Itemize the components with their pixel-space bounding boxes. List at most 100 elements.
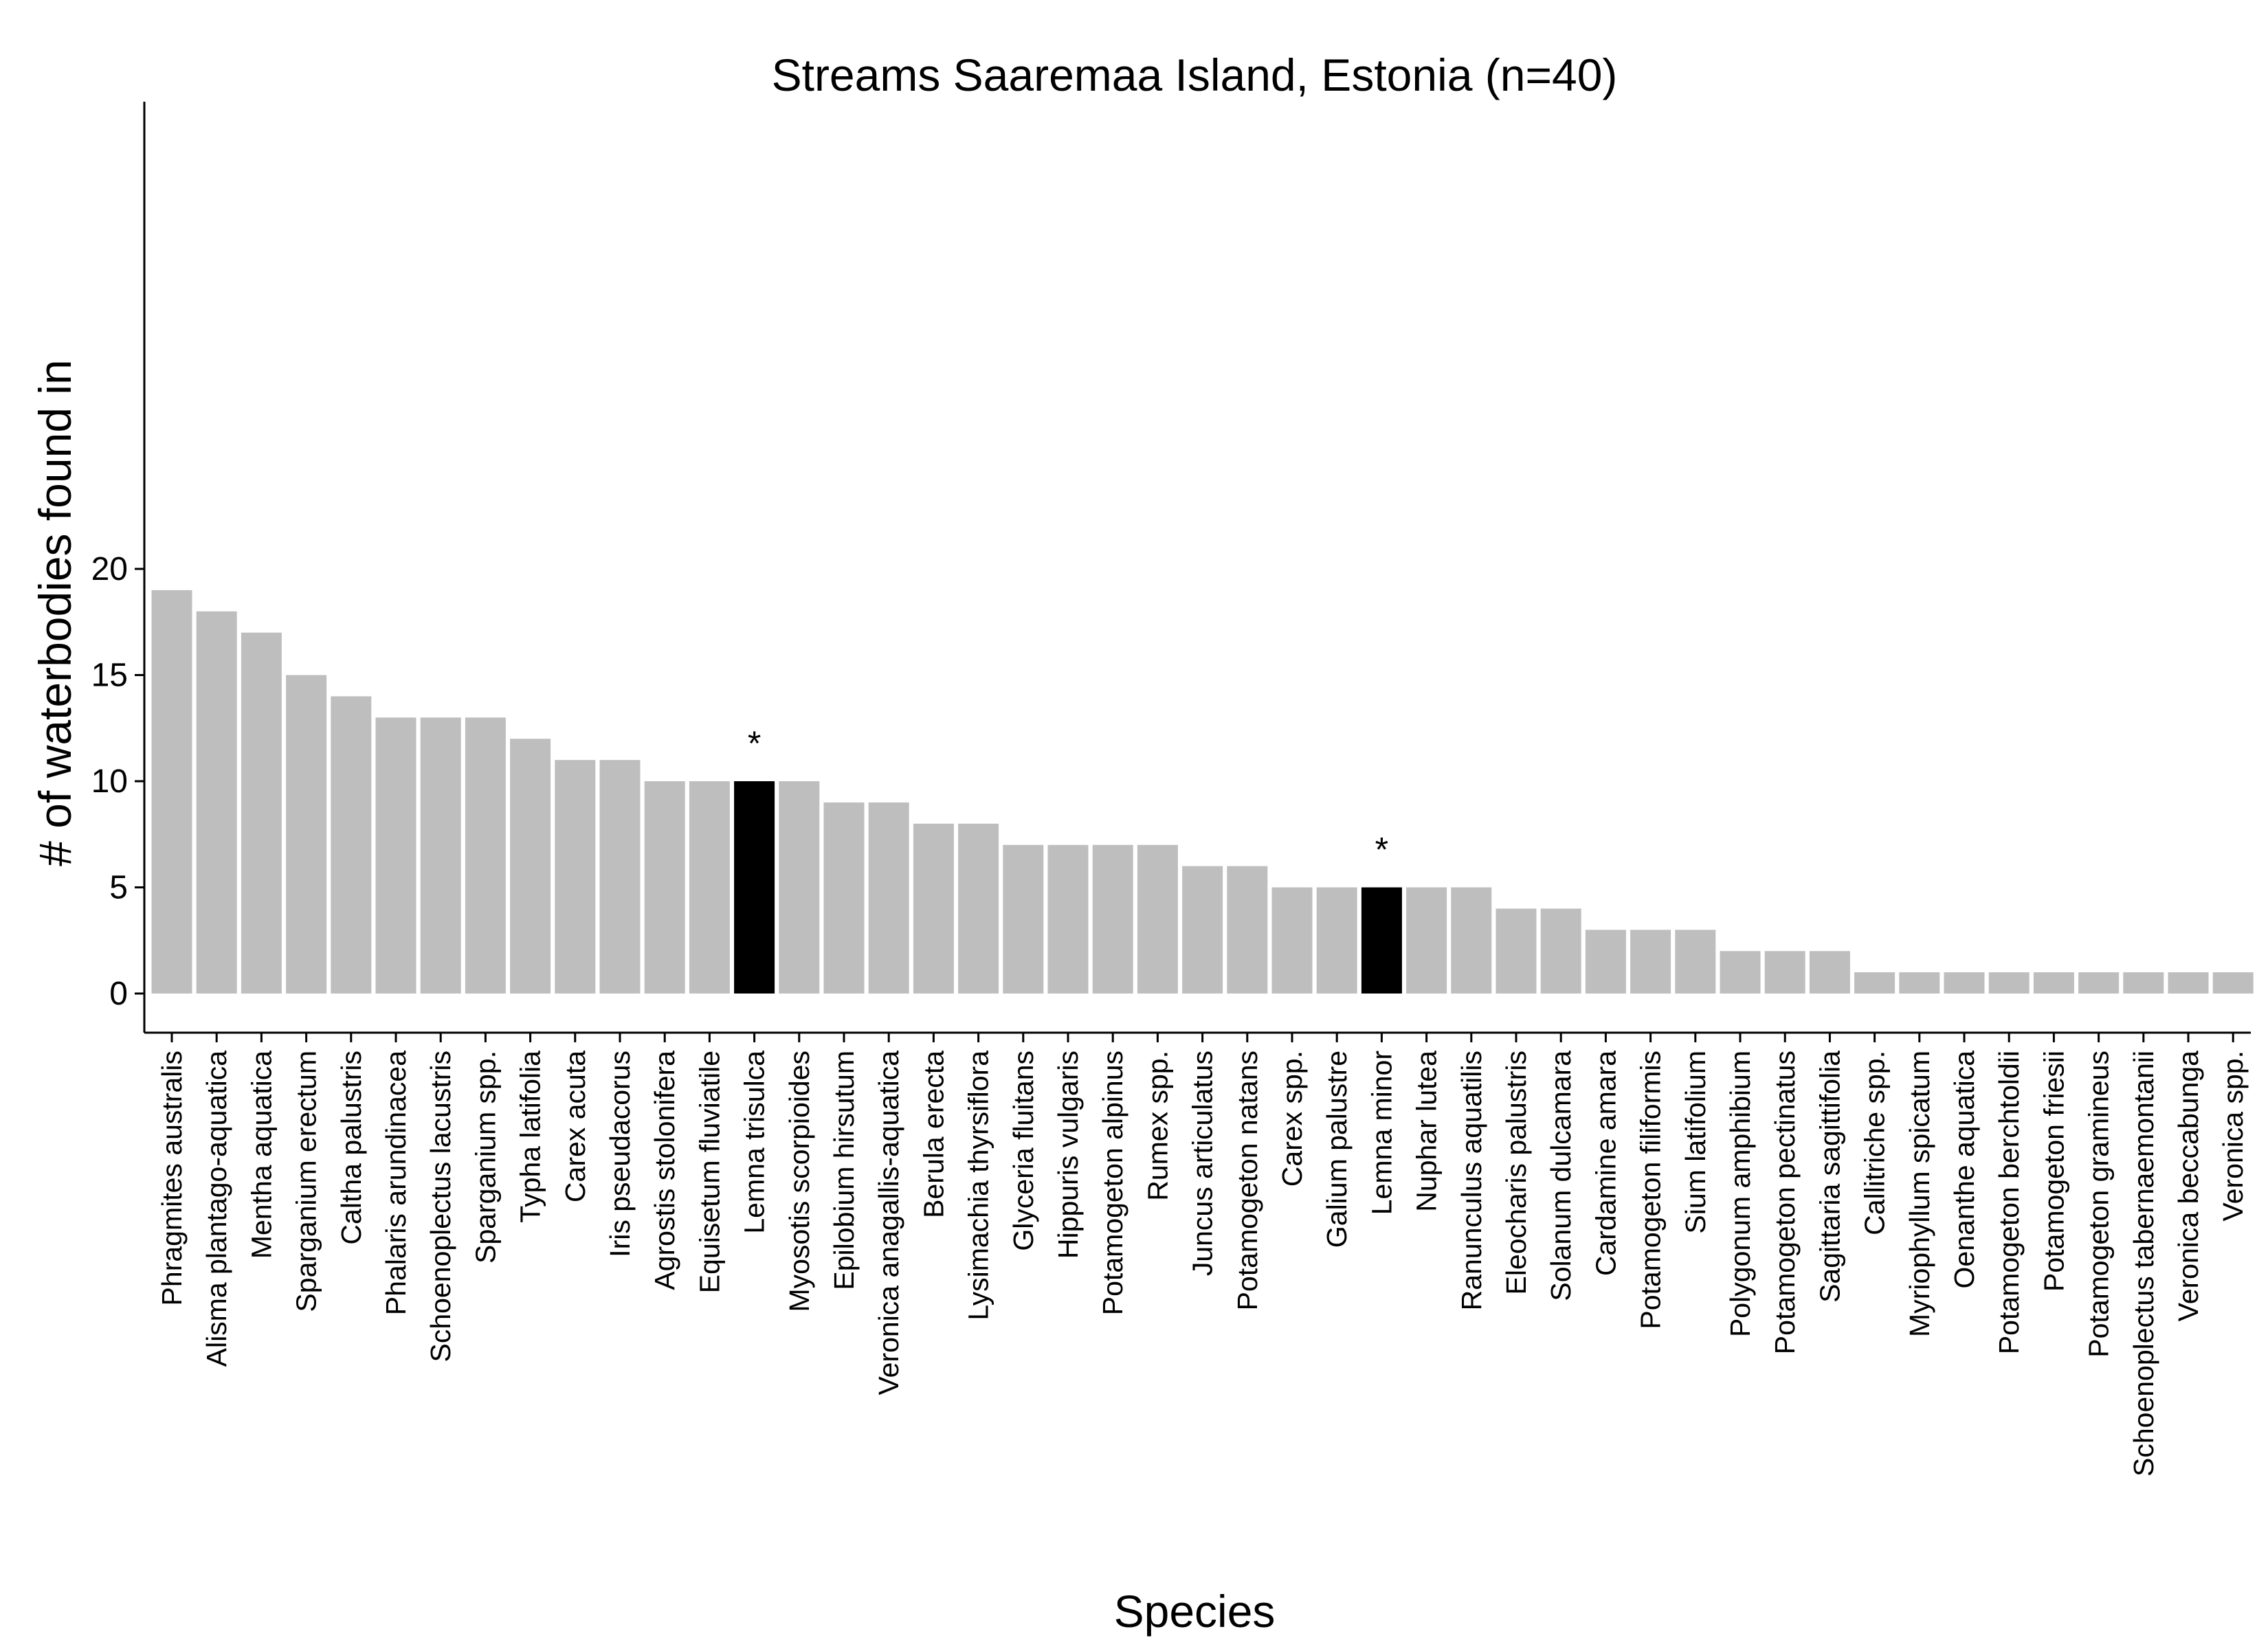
bar-polygonum-amphibium: [1720, 951, 1761, 994]
x-axis: Phragmites australis Alisma plantago-aqua…: [144, 1031, 2251, 1477]
bar-berula-erecta: [913, 823, 954, 994]
bar-veronica-anagallis-aquatica: [868, 802, 909, 994]
chart-title: Streams Saaremaa Island, Estonia (n=40): [772, 49, 1618, 100]
bar-potamogeton-friesii: [2033, 972, 2074, 994]
bar-potamogeton-filiformis: [1630, 930, 1671, 994]
x-tick-label: Potamogeton natans: [1232, 1051, 1263, 1310]
bar-galium-palustre: [1316, 887, 1357, 994]
x-tick-label: Glyceria fluitans: [1008, 1051, 1039, 1251]
bar-potamogeton-alpinus: [1092, 844, 1133, 994]
bar-carex-spp-: [1271, 887, 1313, 994]
bar-lysimachia-thyrsiflora: [958, 823, 999, 994]
x-tick-label: Caltha palustris: [335, 1051, 367, 1245]
bar-phalaris-arundinacea: [375, 717, 416, 994]
bar-cardamine-amara: [1585, 930, 1626, 994]
bar-rumex-spp-: [1137, 844, 1178, 994]
bar-lemna-minor: [1361, 887, 1402, 994]
bar-juncus-articulatus: [1182, 866, 1223, 994]
y-tick-label: 20: [91, 551, 128, 587]
x-tick-label: Potamogeton pectinatus: [1769, 1051, 1801, 1354]
bar-nuphar-lutea: [1406, 887, 1447, 994]
x-tick-label: Mentha aquatica: [245, 1051, 277, 1259]
x-tick-label: Typha latifolia: [515, 1051, 546, 1223]
bar-agrostis-stolonifera: [644, 781, 685, 994]
x-tick-label: Potamogeton filiformis: [1635, 1051, 1667, 1330]
y-tick-label: 5: [109, 870, 128, 906]
bar-veronica-beccabunga: [2168, 972, 2209, 994]
x-tick-label: Schoenoplectus lacustris: [425, 1051, 456, 1362]
bar-myosotis-scorpioides: [779, 781, 820, 994]
y-tick-label: 10: [91, 763, 128, 800]
bar-solanum-dulcamara: [1540, 908, 1581, 994]
bar-glyceria-fluitans: [1003, 844, 1044, 994]
bar-veronica-spp-: [2212, 972, 2254, 994]
bar-epilobium-hirsutum: [823, 802, 865, 994]
x-tick-label: Veronica beccabunga: [2172, 1051, 2204, 1322]
bar-potamogeton-berchtoldii: [1988, 972, 2030, 994]
annotations-group: **: [748, 724, 1388, 869]
bar-sagittaria-sagittifolia: [1809, 951, 1850, 994]
bar-alisma-plantago-aquatica: [196, 611, 237, 994]
x-tick-label: Phalaris arundinacea: [380, 1051, 412, 1315]
x-tick-label: Iris pseudacorus: [604, 1051, 636, 1257]
x-tick-label: Sparganium spp.: [469, 1051, 501, 1264]
annotation-asterisk: *: [748, 724, 761, 763]
x-tick-label: Sagittaria sagittifolia: [1814, 1051, 1845, 1303]
x-tick-label: Callitriche spp.: [1859, 1051, 1891, 1235]
bar-potamogeton-natans: [1227, 866, 1268, 994]
x-tick-label: Carex spp.: [1276, 1051, 1308, 1187]
x-tick-label: Galium palustre: [1321, 1051, 1353, 1248]
bar-eleocharis-palustris: [1496, 908, 1537, 994]
x-tick-label: Hippuris vulgaris: [1052, 1051, 1084, 1259]
bar-equisetum-fluviatile: [689, 781, 730, 994]
x-tick-label: Polygonum amphibium: [1724, 1051, 1756, 1337]
y-axis-title: # of waterbodies found in: [30, 359, 80, 866]
bar-schoenoplectus-lacustris: [420, 717, 461, 994]
y-axis: 0 5 10 15 20: [91, 102, 146, 1033]
bar-phragmites-australis: [151, 590, 192, 994]
bar-iris-pseudacorus: [599, 760, 641, 994]
bar-mentha-aquatica: [241, 632, 282, 994]
x-tick-label: Lysimachia thyrsiflora: [963, 1051, 994, 1321]
x-tick-label: Myriophyllum spicatum: [1904, 1051, 1935, 1337]
bar-potamogeton-gramineus: [2078, 972, 2120, 994]
bar-caltha-palustris: [331, 696, 372, 994]
bar-typha-latifolia: [510, 739, 551, 994]
x-tick-label: Equisetum fluviatile: [693, 1051, 725, 1293]
x-tick-label: Oenanthe aquatica: [1948, 1051, 1980, 1289]
x-tick-label: Agrostis stolonifera: [649, 1051, 680, 1290]
bar-hippuris-vulgaris: [1047, 844, 1089, 994]
x-tick-label: Potamogeton gramineus: [2083, 1051, 2115, 1358]
y-tick-label: 15: [91, 658, 128, 694]
bar-schoenoplectus-tabernaemontanii: [2123, 972, 2164, 994]
bar-oenanthe-aquatica: [1944, 972, 1985, 994]
x-tick-label: Solanum dulcamara: [1545, 1051, 1577, 1301]
x-tick-label: Lemna minor: [1366, 1051, 1397, 1215]
x-tick-label: Schoenoplectus tabernaemontanii: [2128, 1051, 2159, 1477]
bar-lemna-trisulca: [734, 781, 775, 994]
x-tick-label: Potamogeton friesii: [2038, 1051, 2069, 1292]
x-tick-label: Epilobium hirsutum: [828, 1051, 860, 1290]
bars-group: [151, 590, 2254, 994]
x-tick-label: Eleocharis palustris: [1500, 1051, 1532, 1295]
x-tick-label: Potamogeton alpinus: [1097, 1051, 1129, 1315]
x-tick-label: Potamogeton berchtoldii: [1993, 1051, 2025, 1354]
bar-sparganium-spp-: [465, 717, 506, 994]
x-tick-label: Phragmites australis: [156, 1051, 188, 1305]
x-tick-label: Veronica anagallis-aquatica: [873, 1051, 904, 1395]
x-tick-label: Berula erecta: [918, 1051, 949, 1218]
x-tick-label: Sium latifolium: [1680, 1051, 1711, 1234]
x-tick-label: Myosotis scorpioides: [783, 1051, 815, 1312]
x-tick-label: Cardamine amara: [1590, 1051, 1621, 1276]
bar-potamogeton-pectinatus: [1764, 951, 1805, 994]
bar-myriophyllum-spicatum: [1899, 972, 1940, 994]
x-tick-label: Ranunculus aquatilis: [1456, 1051, 1487, 1310]
bar-ranunculus-aquatilis: [1451, 887, 1492, 994]
annotation-asterisk: *: [1375, 831, 1388, 869]
x-tick-label: Juncus articulatus: [1187, 1051, 1219, 1276]
x-tick-label: Rumex spp.: [1142, 1051, 1173, 1201]
x-tick-label: Alisma plantago-aquatica: [201, 1051, 232, 1367]
bar-sparganium-erectum: [286, 675, 327, 994]
x-tick-label: Veronica spp.: [2217, 1051, 2249, 1221]
